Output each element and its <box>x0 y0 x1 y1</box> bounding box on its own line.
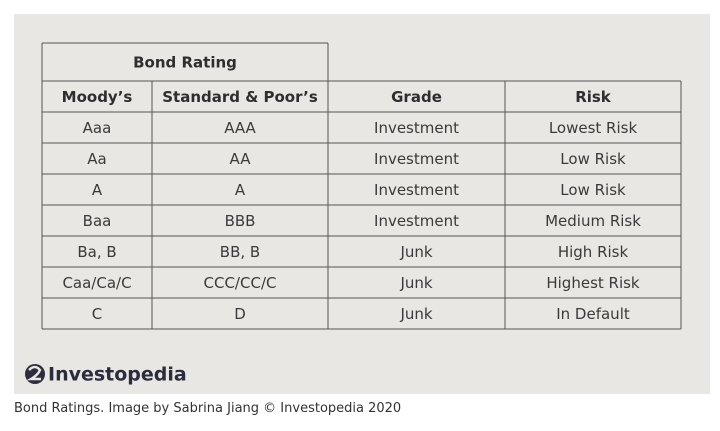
cell: BBB <box>225 212 256 230</box>
cell: A <box>235 181 246 199</box>
cell: Investment <box>374 212 459 230</box>
cell: C <box>92 305 102 323</box>
cell: Junk <box>399 243 432 261</box>
cell: Highest Risk <box>546 274 640 292</box>
logo-text: Investopedia <box>48 364 187 386</box>
column-header: Risk <box>575 88 612 106</box>
column-header: Moody’s <box>62 88 133 106</box>
column-header: Grade <box>391 88 442 106</box>
column-header: Standard & Poor’s <box>162 88 318 106</box>
cell: Investment <box>374 181 459 199</box>
cell: A <box>92 181 103 199</box>
cell: Lowest Risk <box>549 119 638 137</box>
cell: Aaa <box>83 119 112 137</box>
cell: Junk <box>399 274 432 292</box>
cell: In Default <box>556 305 630 323</box>
logo-icon <box>25 364 45 384</box>
cell: BB, B <box>220 243 260 261</box>
caption: Bond Ratings. Image by Sabrina Jiang © I… <box>14 401 402 416</box>
group-header: Bond Rating <box>133 54 237 72</box>
cell: Low Risk <box>560 181 626 199</box>
cell: High Risk <box>558 243 629 261</box>
cell: Junk <box>399 305 432 323</box>
cell: Low Risk <box>560 150 626 168</box>
cell: D <box>234 305 246 323</box>
cell: Caa/Ca/C <box>62 274 131 292</box>
panel <box>14 14 710 394</box>
cell: Aa <box>87 150 106 168</box>
cell: AA <box>230 150 252 168</box>
cell: AAA <box>224 119 256 137</box>
cell: CCC/CC/C <box>204 274 277 292</box>
cell: Investment <box>374 150 459 168</box>
cell: Baa <box>83 212 112 230</box>
cell: Investment <box>374 119 459 137</box>
cell: Ba, B <box>77 243 116 261</box>
cell: Medium Risk <box>545 212 641 230</box>
